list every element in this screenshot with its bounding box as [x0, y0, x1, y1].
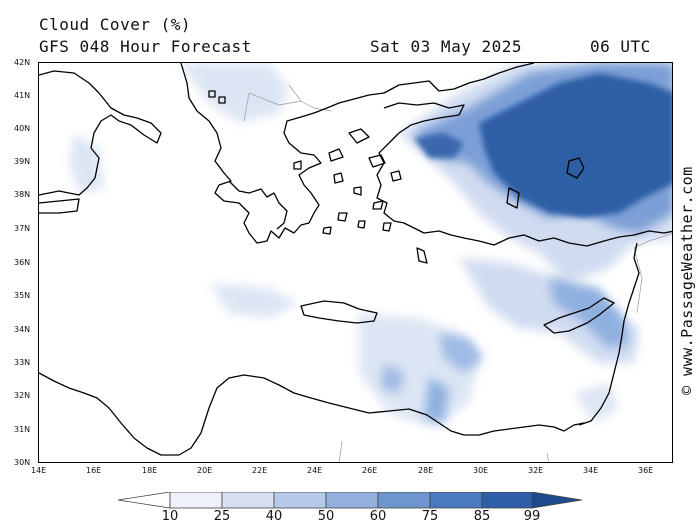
cloud-region-dark: [414, 133, 464, 158]
lat-label-33n: 33N: [14, 358, 31, 367]
cloud-region-light: [69, 133, 104, 193]
lat-label-41n: 41N: [14, 91, 31, 100]
country-borders: [243, 84, 672, 462]
lon-label-22e: 22E: [252, 466, 268, 475]
forecast-time: 06 UTC: [590, 37, 651, 56]
scale-segment-85-99: [481, 492, 533, 509]
cloud-region-mid: [424, 378, 449, 423]
lat-label-31n: 31N: [14, 425, 31, 434]
lon-label-36e: 36E: [638, 466, 654, 475]
forecast-date: Sat 03 May 2025: [370, 37, 522, 56]
scale-segment-60-75: [377, 492, 431, 509]
turkey-north-coast: [383, 63, 535, 94]
scale-tick-85: 85: [473, 509, 491, 524]
lat-label-35n: 35N: [14, 291, 31, 300]
lat-label-32n: 32N: [14, 391, 31, 400]
scale-tick-50: 50: [317, 509, 335, 524]
scale-tick-75: 75: [421, 509, 439, 524]
rhodes-coast: [416, 247, 428, 264]
lat-label-38n: 38N: [14, 190, 31, 199]
inland-lake: [566, 157, 585, 179]
levant-coast: [578, 242, 640, 426]
africa-coast: [39, 372, 585, 456]
sicily-coast: [39, 198, 80, 214]
lon-label-30e: 30E: [473, 466, 489, 475]
lon-label-24e: 24E: [307, 466, 323, 475]
cloud-map: [39, 63, 672, 462]
lat-label-34n: 34N: [14, 325, 31, 334]
lon-label-26e: 26E: [362, 466, 378, 475]
scale-tick-25: 25: [213, 509, 231, 524]
scale-tick-99: 99: [523, 509, 541, 524]
credit-watermark: © www.PassageWeather.com: [678, 166, 696, 395]
map-frame[interactable]: [38, 62, 673, 463]
color-scale-bar: [118, 492, 583, 509]
coastlines: [39, 63, 672, 456]
cloud-cover-layer: [69, 63, 672, 428]
scale-tick-10: 10: [161, 509, 179, 524]
balkan-coast: [180, 63, 385, 244]
scale-segment-75-85: [429, 492, 483, 509]
lon-label-34e: 34E: [583, 466, 599, 475]
cyprus-coast: [543, 297, 615, 334]
lat-label-30n: 30N: [14, 458, 31, 467]
cloud-region-mid: [381, 363, 404, 393]
lon-label-14e: 14E: [31, 466, 47, 475]
italy-coast: [39, 70, 162, 196]
lat-label-39n: 39N: [14, 157, 31, 166]
lat-label-40n: 40N: [14, 124, 31, 133]
scale-segment-50-60: [325, 492, 379, 509]
title-line-2: GFS 048 Hour Forecast: [39, 37, 252, 56]
cloud-region-mid: [439, 333, 484, 373]
title-line-1: Cloud Cover (%): [39, 15, 191, 34]
cloud-region-dark: [479, 73, 672, 218]
lon-label-20e: 20E: [197, 466, 213, 475]
scale-segment-25-40: [221, 492, 275, 509]
scale-tick-60: 60: [369, 509, 387, 524]
scale-left-arrow: [118, 492, 171, 509]
crete-coast: [300, 300, 378, 324]
cloud-region-light: [459, 258, 639, 363]
peloponnese-coast: [228, 180, 288, 230]
cloud-region-light: [574, 383, 619, 423]
lon-label-18e: 18E: [142, 466, 158, 475]
scale-segment-10-25: [169, 492, 223, 509]
scale-right-arrow: [531, 492, 583, 509]
lon-label-32e: 32E: [528, 466, 544, 475]
scale-tick-40: 40: [265, 509, 283, 524]
scale-segment-40-50: [273, 492, 327, 509]
cloud-region-mid: [549, 278, 629, 348]
lon-label-28e: 28E: [418, 466, 434, 475]
lon-label-16e: 16E: [86, 466, 102, 475]
lat-label-37n: 37N: [14, 224, 31, 233]
lat-label-42n: 42N: [14, 58, 31, 67]
cloud-region-light: [179, 63, 289, 123]
lat-label-36n: 36N: [14, 258, 31, 267]
inland-lake: [506, 187, 520, 209]
turkey-aegean-coast: [376, 102, 672, 247]
cloud-region-light: [209, 283, 299, 318]
